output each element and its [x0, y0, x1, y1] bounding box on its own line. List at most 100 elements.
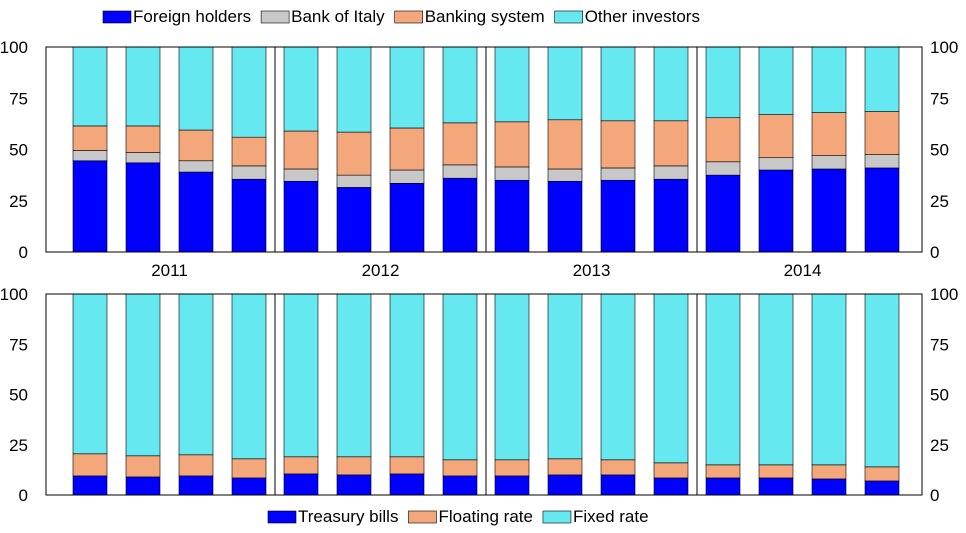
y-tick-label-left: 0	[19, 243, 28, 262]
bar-segment	[72, 125, 108, 151]
y-tick-label-right: 50	[930, 141, 949, 160]
bar-segment	[336, 187, 372, 253]
bar-segment	[283, 130, 319, 170]
bar-segment	[758, 477, 794, 496]
bar-segment	[231, 165, 267, 180]
bar-segment	[705, 174, 741, 253]
bar-segment	[600, 459, 636, 476]
bar-segment	[705, 293, 741, 466]
bar-segment	[72, 293, 108, 455]
bar-segment	[125, 46, 161, 127]
y-tick-label-right: 75	[930, 335, 949, 354]
bar-segment	[389, 46, 425, 129]
bar-segment	[600, 120, 636, 169]
bar-segment	[389, 473, 425, 496]
y-tick-label-right: 100	[930, 38, 958, 57]
bar-segment	[811, 46, 847, 113]
bar-segment	[547, 119, 583, 170]
bar-segment	[336, 174, 372, 188]
bar-segment	[72, 150, 108, 162]
y-tick-label-right: 100	[930, 285, 958, 304]
bar-segment	[442, 177, 478, 253]
bar-segment	[653, 46, 689, 122]
bar-segment	[231, 136, 267, 167]
bar-segment	[125, 152, 161, 164]
y-tick-label-left: 100	[0, 285, 28, 304]
bar-segment	[283, 293, 319, 458]
bar-segment	[864, 111, 900, 155]
x-group-label: 2011	[151, 261, 188, 280]
bar-segment	[653, 477, 689, 496]
bar-segment	[653, 462, 689, 479]
bar-segment	[125, 476, 161, 496]
bar-segment	[442, 122, 478, 166]
legend: Treasury bills Floating rate Fixed rate	[267, 507, 649, 526]
bar-segment	[442, 459, 478, 477]
bar-segment	[231, 477, 267, 496]
bar-segment	[72, 453, 108, 477]
bar-segment	[125, 455, 161, 478]
bar-segment	[389, 127, 425, 171]
legend-swatch	[102, 10, 132, 24]
bar-segment	[178, 475, 214, 496]
bar-segment	[864, 167, 900, 253]
bar-segment	[811, 478, 847, 496]
bar-segment	[72, 46, 108, 127]
bar-segment	[758, 464, 794, 479]
bar-segment	[178, 46, 214, 131]
bar-segment	[811, 168, 847, 253]
x-group-label: 2013	[573, 261, 611, 280]
legend-swatch	[542, 510, 572, 524]
y-tick-label-right: 75	[930, 89, 949, 108]
bar-segment	[178, 160, 214, 173]
bar-segment	[758, 46, 794, 115]
bar-segment	[811, 112, 847, 156]
bar-segment	[864, 154, 900, 169]
legend-swatch	[394, 10, 423, 24]
chart-panel-1: 0 0 25 25 50 50 75 75 100 100 2011 2012 2013 2014 Fore…	[0, 7, 958, 280]
bar-segment	[600, 293, 636, 461]
bar-segment	[705, 464, 741, 479]
bar-segment	[600, 46, 636, 122]
legend-label: Other investors	[585, 7, 700, 26]
bar-segment	[442, 293, 478, 461]
bar-segment	[600, 474, 636, 496]
bar-segment	[653, 178, 689, 253]
legend-swatch	[260, 10, 290, 24]
y-tick-label-right: 50	[930, 386, 949, 405]
bar-segment	[125, 162, 161, 253]
plot-frame	[45, 46, 923, 253]
bar-segment	[653, 165, 689, 180]
bar-segment	[336, 456, 372, 476]
bar-segment	[389, 183, 425, 253]
bar-segment	[178, 171, 214, 253]
x-group-label: 2014	[784, 261, 822, 280]
bar-segment	[283, 168, 319, 182]
bar-segment	[600, 179, 636, 253]
legend: Foreign holders Bank of Italy Banking syst…	[102, 7, 700, 26]
bar-segment	[389, 456, 425, 475]
bar-segment	[72, 160, 108, 253]
y-tick-label-left: 0	[19, 486, 28, 505]
legend-label: Banking system	[425, 7, 545, 26]
y-tick-label-left: 50	[9, 386, 28, 405]
bar-segment	[494, 293, 530, 461]
bar-segment	[705, 117, 741, 163]
y-tick-label-right: 25	[930, 192, 949, 211]
bar-segment	[178, 293, 214, 456]
legend-label: Foreign holders	[133, 7, 251, 26]
bar-segment	[125, 125, 161, 153]
bar-segment	[864, 46, 900, 112]
y-tick-label-left: 25	[9, 192, 28, 211]
y-tick-label-right: 25	[930, 436, 949, 455]
bar-segment	[125, 293, 161, 457]
bar-segment	[494, 459, 530, 477]
bar-segment	[811, 293, 847, 466]
bar-segment	[705, 161, 741, 176]
bar-segment	[231, 458, 267, 479]
bar-segment	[547, 168, 583, 182]
bar-segment	[547, 474, 583, 496]
y-tick-label-left: 50	[9, 141, 28, 160]
bar-segment	[705, 477, 741, 496]
